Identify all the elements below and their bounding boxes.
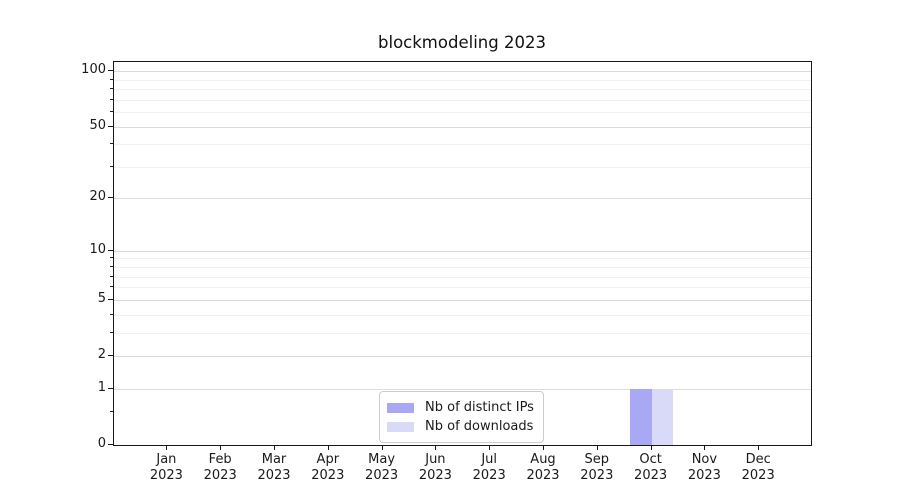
y-minor-gridline [114, 112, 811, 114]
y-tick [108, 298, 113, 300]
x-tick-label: Jun 2023 [418, 452, 452, 483]
x-tick-label: Feb 2023 [203, 452, 237, 483]
y-tick-label: 20 [89, 189, 106, 205]
x-tick-label: Jul 2023 [472, 452, 506, 483]
bar-distinct-ips [630, 388, 652, 445]
x-tick [220, 445, 222, 450]
x-tick [435, 445, 437, 450]
y-minor-tick [110, 165, 113, 167]
y-tick-label: 5 [97, 290, 106, 306]
y-minor-gridline [114, 332, 811, 334]
legend-swatch-distinct-ips [387, 402, 414, 413]
y-gridline [114, 198, 811, 200]
y-minor-gridline [114, 166, 811, 168]
y-tick [108, 197, 113, 199]
legend-swatch-downloads [387, 421, 414, 432]
x-tick [327, 445, 329, 450]
legend: Nb of distinct IPs Nb of downloads [379, 391, 544, 443]
y-tick [108, 70, 113, 72]
y-tick [108, 249, 113, 251]
y-tick-label: 1 [97, 379, 106, 395]
x-tick-label: Aug 2023 [526, 452, 560, 483]
x-tick-label: Mar 2023 [257, 452, 291, 483]
x-tick [543, 445, 544, 450]
y-minor-gridline [114, 79, 811, 81]
legend-label-distinct-ips: Nb of distinct IPs [425, 400, 534, 415]
bar-downloads [651, 388, 674, 445]
y-gridline [114, 356, 811, 357]
plot-area: Nb of distinct IPs Nb of downloads [113, 61, 812, 446]
y-tick [108, 444, 113, 445]
y-tick-label: 0 [97, 436, 106, 451]
x-tick-label: Apr 2023 [311, 452, 345, 483]
x-tick [166, 445, 168, 450]
y-minor-gridline [114, 89, 811, 91]
x-tick-label: Sep 2023 [580, 452, 614, 483]
x-tick-label: Oct 2023 [634, 452, 668, 483]
y-tick [108, 355, 113, 356]
x-tick [381, 445, 383, 450]
y-minor-tick [110, 98, 113, 100]
y-minor-tick [110, 313, 113, 315]
y-tick-label: 100 [81, 62, 106, 78]
y-minor-tick [110, 266, 113, 268]
y-gridline [114, 250, 811, 252]
legend-label-downloads: Nb of downloads [425, 419, 534, 434]
y-minor-tick [110, 111, 113, 113]
x-tick [758, 445, 760, 450]
y-tick [108, 387, 113, 389]
y-tick-label: 2 [97, 347, 106, 362]
x-tick-label: May 2023 [365, 452, 399, 483]
y-minor-tick [110, 286, 113, 288]
y-minor-tick [110, 331, 113, 333]
y-minor-gridline [114, 314, 811, 316]
y-minor-tick [110, 88, 113, 90]
y-minor-tick [110, 257, 113, 259]
y-minor-tick [110, 275, 113, 277]
y-minor-gridline [114, 276, 811, 278]
y-gridline [114, 299, 811, 301]
y-gridline [114, 126, 811, 128]
y-minor-gridline [114, 267, 811, 269]
y-minor-tick [110, 411, 113, 413]
y-minor-gridline [114, 258, 811, 260]
x-tick [489, 445, 491, 450]
y-minor-gridline [114, 99, 811, 101]
legend-item-distinct-ips: Nb of distinct IPs [387, 399, 534, 416]
y-minor-gridline [114, 287, 811, 289]
x-tick [650, 445, 652, 450]
y-minor-gridline [114, 144, 811, 146]
y-gridline [114, 71, 811, 73]
x-tick [596, 445, 598, 450]
y-gridline [114, 388, 811, 390]
x-tick-label: Jan 2023 [149, 452, 183, 483]
y-tick-label: 10 [89, 241, 106, 257]
x-tick [704, 445, 706, 450]
chart-title: blockmodeling 2023 [378, 33, 546, 52]
y-minor-tick [110, 143, 113, 145]
y-tick [108, 125, 113, 127]
x-tick [274, 445, 275, 450]
y-minor-tick [110, 78, 113, 80]
y-tick-label: 50 [89, 117, 106, 133]
x-tick-label: Nov 2023 [687, 452, 721, 483]
legend-item-downloads: Nb of downloads [387, 418, 534, 435]
x-tick-label: Dec 2023 [741, 452, 775, 483]
